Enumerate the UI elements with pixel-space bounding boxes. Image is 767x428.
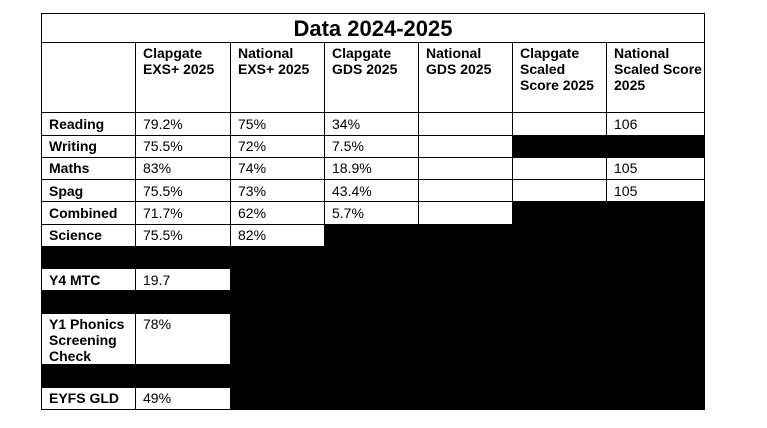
cell: 43.4% — [324, 179, 419, 203]
row-label: Y1 Phonics Screening Check — [41, 312, 136, 366]
cell: 75.5% — [135, 223, 231, 247]
cell: 72% — [230, 134, 325, 158]
cell: 105 — [606, 156, 705, 181]
row-eyfs-gld: EYFS GLD 49% — [41, 386, 705, 411]
row-reading: Reading 79.2% 75% 34% 106 — [41, 112, 705, 136]
header-clapgate-exs: Clapgate EXS+ 2025 — [135, 42, 231, 114]
row-label: Reading — [41, 112, 136, 136]
row-science: Science 75.5% 82% — [41, 223, 705, 247]
row-combined: Combined 71.7% 62% 5.7% — [41, 201, 705, 225]
cell: 62% — [230, 201, 325, 225]
cell: 7.5% — [324, 134, 419, 158]
blacked-out-cell — [230, 312, 705, 366]
row-label: Combined — [41, 201, 136, 225]
table-title: Data 2024-2025 — [41, 12, 705, 44]
cell: 19.7 — [135, 268, 231, 292]
cell: 71.7% — [135, 201, 231, 225]
row-y1-phonics: Y1 Phonics Screening Check 78% — [41, 312, 705, 366]
cell: 75% — [230, 112, 325, 136]
cell — [512, 112, 607, 136]
cell: 74% — [230, 156, 325, 181]
header-national-scaled: National Scaled Score 2025 — [606, 42, 705, 114]
row-spag: Spag 75.5% 73% 43.4% 105 — [41, 179, 705, 203]
cell — [418, 134, 513, 158]
cell: 105 — [606, 179, 705, 203]
cell: 75.5% — [135, 134, 231, 158]
cell: 5.7% — [324, 201, 419, 225]
cell: 75.5% — [135, 179, 231, 203]
row-label: Y4 MTC — [41, 268, 136, 292]
row-label: Science — [41, 223, 136, 247]
header-corner — [41, 42, 136, 114]
cell: 106 — [606, 112, 705, 136]
cell — [418, 179, 513, 203]
blacked-out-cell — [512, 201, 705, 225]
cell: 73% — [230, 179, 325, 203]
separator-band — [41, 290, 705, 314]
header-national-gds: National GDS 2025 — [418, 42, 513, 114]
blacked-out-cell — [512, 134, 705, 158]
row-label: EYFS GLD — [41, 386, 136, 411]
row-label: Spag — [41, 179, 136, 203]
cell: 34% — [324, 112, 419, 136]
cell — [512, 156, 607, 181]
separator-band — [41, 364, 705, 388]
cell: 83% — [135, 156, 231, 181]
header-clapgate-gds: Clapgate GDS 2025 — [324, 42, 419, 114]
blacked-out-cell — [324, 223, 705, 247]
cell — [418, 112, 513, 136]
row-maths: Maths 83% 74% 18.9% 105 — [41, 156, 705, 181]
row-y4-mtc: Y4 MTC 19.7 — [41, 268, 705, 292]
cell — [418, 201, 513, 225]
cell: 18.9% — [324, 156, 419, 181]
blacked-out-cell — [230, 268, 705, 292]
cell — [418, 156, 513, 181]
cell: 78% — [135, 312, 231, 366]
row-label: Maths — [41, 156, 136, 181]
cell — [512, 179, 607, 203]
data-table: Data 2024-2025 Clapgate EXS+ 2025 Nation… — [41, 12, 705, 411]
cell: 49% — [135, 386, 231, 411]
separator-band — [41, 245, 705, 270]
row-writing: Writing 75.5% 72% 7.5% — [41, 134, 705, 158]
row-label: Writing — [41, 134, 136, 158]
cell: 79.2% — [135, 112, 231, 136]
header-national-exs: National EXS+ 2025 — [230, 42, 325, 114]
header-clapgate-scaled: Clapgate Scaled Score 2025 — [512, 42, 607, 114]
blacked-out-cell — [230, 386, 705, 411]
cell: 82% — [230, 223, 325, 247]
